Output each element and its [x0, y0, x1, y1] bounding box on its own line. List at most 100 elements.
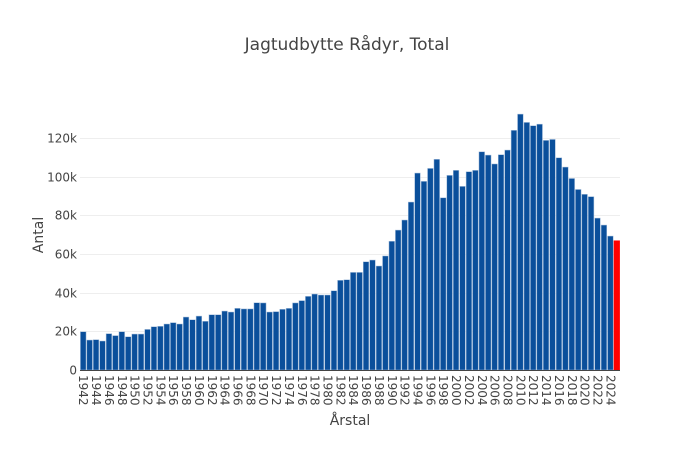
bar-1960	[195, 315, 203, 371]
x-tick-label: 2024	[603, 375, 617, 406]
y-tick-label: 40k	[55, 287, 77, 301]
bar-2006	[491, 163, 498, 371]
x-tick-label: 1980	[321, 375, 335, 406]
bar-2003	[472, 170, 479, 371]
bar-2024	[607, 235, 614, 371]
x-tick-label: 1944	[89, 375, 103, 406]
chart-title: Jagtudbytte Rådyr, Total	[244, 34, 450, 55]
bar-1963	[215, 314, 222, 371]
bar-1985	[356, 272, 363, 371]
x-tick-label: 1988	[372, 375, 386, 406]
bar-1954	[157, 326, 164, 371]
bar-1997	[433, 159, 440, 371]
bar-1955	[163, 323, 170, 371]
bar-2002	[465, 171, 473, 371]
x-tick-label: 1956	[166, 375, 180, 406]
x-tick-label: 2010	[513, 375, 527, 406]
bar-2009	[510, 130, 518, 371]
bar-2005	[485, 154, 492, 371]
bar-2020	[581, 194, 588, 371]
x-tick-label: 1946	[102, 375, 116, 406]
x-tick-label: 2018	[565, 375, 579, 406]
x-tick-label: 1970	[256, 375, 270, 406]
x-tick-label: 1974	[282, 375, 296, 406]
x-tick-label: 2022	[591, 375, 605, 406]
bar-1992	[401, 219, 408, 371]
bar-1961	[202, 321, 209, 371]
bar-2008	[504, 149, 511, 371]
x-tick-label: 1968	[243, 375, 257, 406]
bars	[80, 113, 620, 371]
bar-1958	[182, 316, 190, 371]
bar-1970	[260, 302, 267, 371]
bar-2019	[575, 189, 582, 371]
bar-1988	[375, 265, 383, 371]
x-tick-label: 1952	[141, 375, 155, 406]
bar-1982	[337, 280, 344, 371]
bar-2018	[568, 178, 575, 371]
bar-1945	[99, 340, 106, 371]
x-tick-label: 2008	[501, 375, 515, 406]
y-axis-ticks: 0 20k 40k 60k 80k 100k 120k	[47, 132, 77, 378]
bar-1964	[221, 310, 228, 371]
y-tick-label: 60k	[55, 248, 77, 262]
bar-1971	[266, 311, 273, 371]
y-tick-label: 100k	[47, 171, 77, 185]
bar-2007	[497, 154, 505, 371]
x-tick-label: 1996	[423, 375, 437, 406]
x-tick-label: 2002	[462, 375, 476, 406]
bar-1998	[440, 197, 447, 371]
bar-1983	[343, 279, 350, 371]
bar-1949	[125, 336, 132, 371]
bar-2014	[542, 140, 550, 371]
bar-1999	[446, 175, 453, 371]
bar-1965	[227, 311, 235, 371]
x-tick-label: 1942	[76, 375, 90, 406]
y-tick-label: 80k	[55, 209, 77, 223]
x-tick-label: 2000	[449, 375, 463, 406]
bar-1976	[298, 300, 305, 371]
x-tick-label: 1990	[385, 375, 399, 406]
x-tick-label: 1992	[398, 375, 412, 406]
bar-1981	[330, 290, 338, 371]
bar-1972	[272, 311, 280, 371]
x-tick-label: 2014	[539, 375, 553, 406]
bar-1990	[388, 241, 395, 371]
bar-1973	[279, 309, 286, 371]
bar-2010	[517, 113, 524, 371]
bar-1947	[112, 335, 119, 371]
bar-1968	[247, 308, 254, 371]
bar-1953	[150, 326, 158, 371]
x-axis-title: Årstal	[330, 412, 371, 429]
bar-2015	[549, 139, 556, 371]
bar-1962	[208, 314, 215, 371]
gridlines	[80, 138, 620, 332]
bar-1979	[317, 294, 325, 371]
bar-1942	[80, 331, 87, 371]
bar-1956	[170, 322, 177, 371]
bar-2023	[600, 224, 608, 371]
x-tick-label: 1978	[308, 375, 322, 406]
bar-2016	[555, 157, 563, 371]
bar-1984	[350, 272, 357, 371]
x-tick-label: 1962	[205, 375, 219, 406]
bar-1978	[311, 293, 318, 371]
x-tick-label: 1976	[295, 375, 309, 406]
bar-1959	[189, 319, 196, 371]
bar-1986	[362, 261, 370, 371]
bar-1993	[407, 201, 415, 371]
bar-1944	[92, 339, 100, 371]
bar-2017	[562, 166, 569, 371]
bar-2004	[478, 151, 485, 371]
bar-1967	[240, 308, 248, 371]
bar-1966	[234, 308, 241, 371]
bar-1987	[369, 259, 376, 371]
bar-1950	[131, 333, 138, 371]
bar-1995	[420, 181, 428, 371]
y-tick-label: 0	[69, 364, 77, 378]
x-tick-label: 1966	[231, 375, 245, 406]
bar-1969	[253, 302, 260, 371]
x-axis-ticks: 1942194419461948195019521954195619581960…	[76, 375, 617, 406]
x-tick-label: 1984	[346, 375, 360, 406]
bar-2013	[536, 123, 543, 371]
